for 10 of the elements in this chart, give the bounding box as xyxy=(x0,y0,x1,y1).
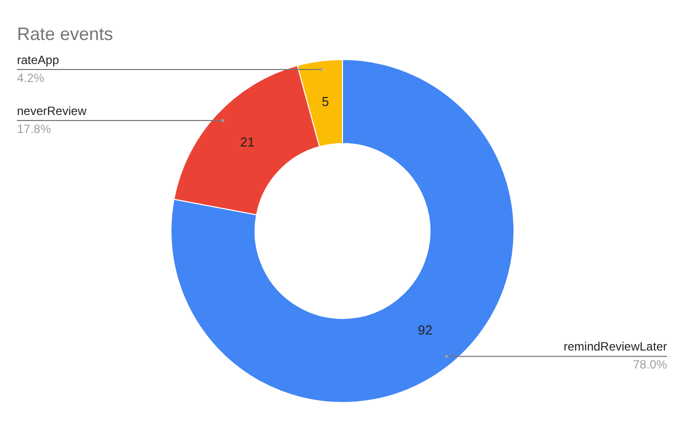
text: 17.8% xyxy=(17,122,52,136)
data-label: 21 xyxy=(240,134,255,150)
text: 78.0% xyxy=(632,358,668,372)
slice-label: remindReviewLater xyxy=(564,340,667,354)
data-label: 5 xyxy=(322,94,329,110)
slice-label: rateApp xyxy=(17,52,60,67)
data-label: 92 xyxy=(418,322,432,338)
slice-label: neverReview xyxy=(17,104,87,118)
chart-title: Rate events xyxy=(17,24,114,44)
text: 4.2% xyxy=(17,70,45,85)
